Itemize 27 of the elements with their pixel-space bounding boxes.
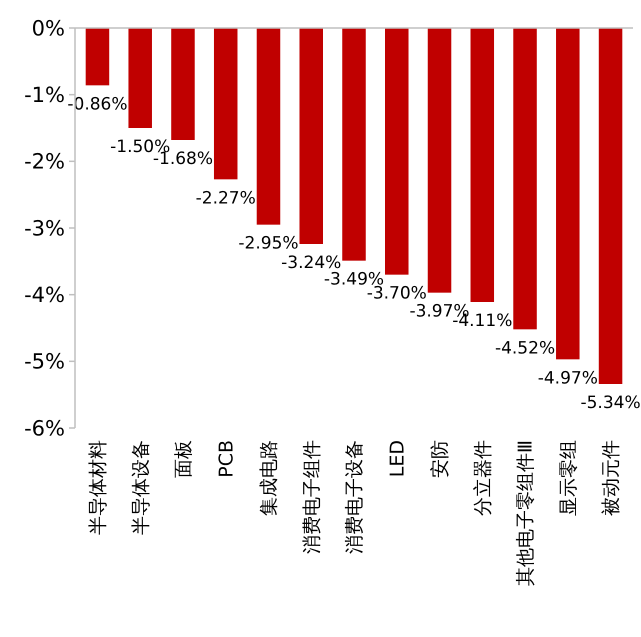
- y-tick-label: -3%: [24, 216, 65, 240]
- y-tick-label: -4%: [24, 283, 65, 308]
- data-label: -0.86%: [67, 94, 128, 114]
- y-tick-label: -1%: [24, 83, 65, 108]
- x-tick-label: 被动元件: [600, 440, 622, 516]
- y-tick-label: 0%: [32, 16, 65, 40]
- y-tick-label: -2%: [24, 150, 65, 174]
- x-tick-label: 消费电子设备: [344, 440, 366, 554]
- x-tick-label: 安防: [429, 440, 452, 478]
- x-tick-label: 消费电子组件: [300, 440, 323, 554]
- data-label: -3.24%: [281, 253, 342, 273]
- x-tick-label: 其他电子零组件Ⅲ: [514, 440, 537, 586]
- x-tick-label: LED: [386, 440, 408, 478]
- data-label: -2.95%: [238, 234, 299, 254]
- y-tick-label: -5%: [24, 350, 65, 374]
- data-label: -5.34%: [580, 393, 641, 413]
- y-tick-label: -6%: [24, 416, 65, 440]
- x-tick-label: 显示零组: [557, 440, 580, 516]
- x-tick-label: 半导体设备: [130, 440, 152, 535]
- x-tick-label: 半导体材料: [87, 440, 110, 535]
- x-tick-label: PCB: [215, 440, 238, 478]
- x-tick-label: 面板: [172, 440, 195, 478]
- data-label: -4.52%: [494, 338, 556, 358]
- x-tick-label: 集成电路: [258, 440, 280, 516]
- data-label: -2.27%: [196, 188, 256, 208]
- x-tick-label: 分立器件: [472, 440, 494, 516]
- data-label: -4.97%: [538, 368, 598, 388]
